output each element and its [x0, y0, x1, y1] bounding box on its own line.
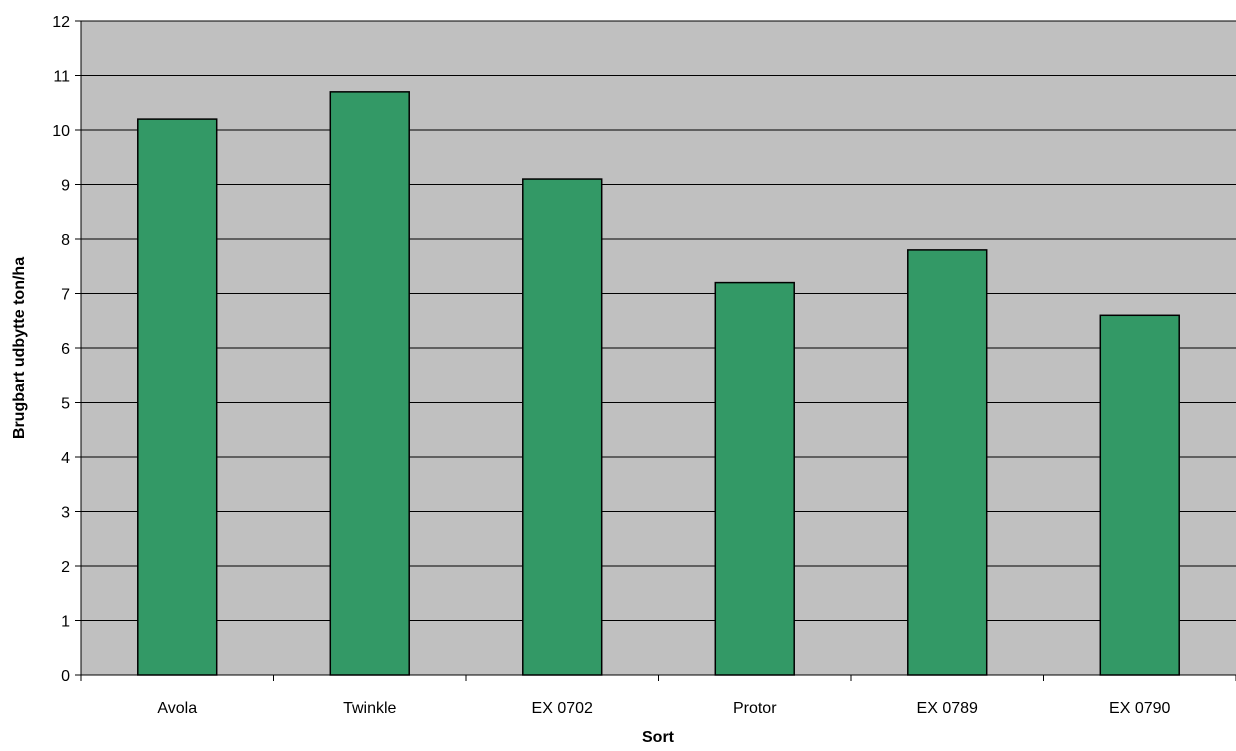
gridlines [81, 20, 1236, 621]
y-tick-label: 11 [53, 69, 70, 86]
y-tick-label: 0 [61, 668, 70, 685]
bar [137, 118, 218, 676]
y-tick-label: 3 [61, 505, 70, 522]
y-tick-label: 8 [61, 232, 70, 249]
y-tick-label: 10 [52, 123, 70, 140]
x-tick-label: EX 0789 [917, 700, 978, 717]
x-tick-label: Avola [157, 700, 197, 717]
bar [714, 281, 795, 676]
y-tick-label: 4 [61, 450, 70, 467]
bars [137, 91, 1180, 676]
x-tick-label: Twinkle [343, 700, 396, 717]
bar [907, 249, 988, 676]
x-tick-label: EX 0702 [532, 700, 593, 717]
y-tick-label: 2 [61, 559, 70, 576]
bar [329, 91, 410, 676]
y-tick-label: 9 [61, 178, 70, 195]
bar [1099, 314, 1180, 676]
x-tick-labels: Avola Twinkle EX 0702 Protor EX 0789 EX 0790 [157, 700, 1170, 717]
y-tick-label: 12 [52, 14, 70, 31]
y-tick-label: 6 [61, 341, 70, 358]
x-tick-label: EX 0790 [1109, 700, 1170, 717]
y-tick-label: 7 [61, 287, 70, 304]
axes [75, 20, 1236, 681]
y-tick-label: 1 [61, 614, 70, 631]
y-axis-title: Brugbart udbytte ton/ha [11, 257, 28, 439]
x-tick-label: Protor [733, 700, 777, 717]
x-axis-title: Sort [642, 729, 675, 746]
y-tick-label: 5 [61, 396, 70, 413]
bar [522, 178, 603, 676]
